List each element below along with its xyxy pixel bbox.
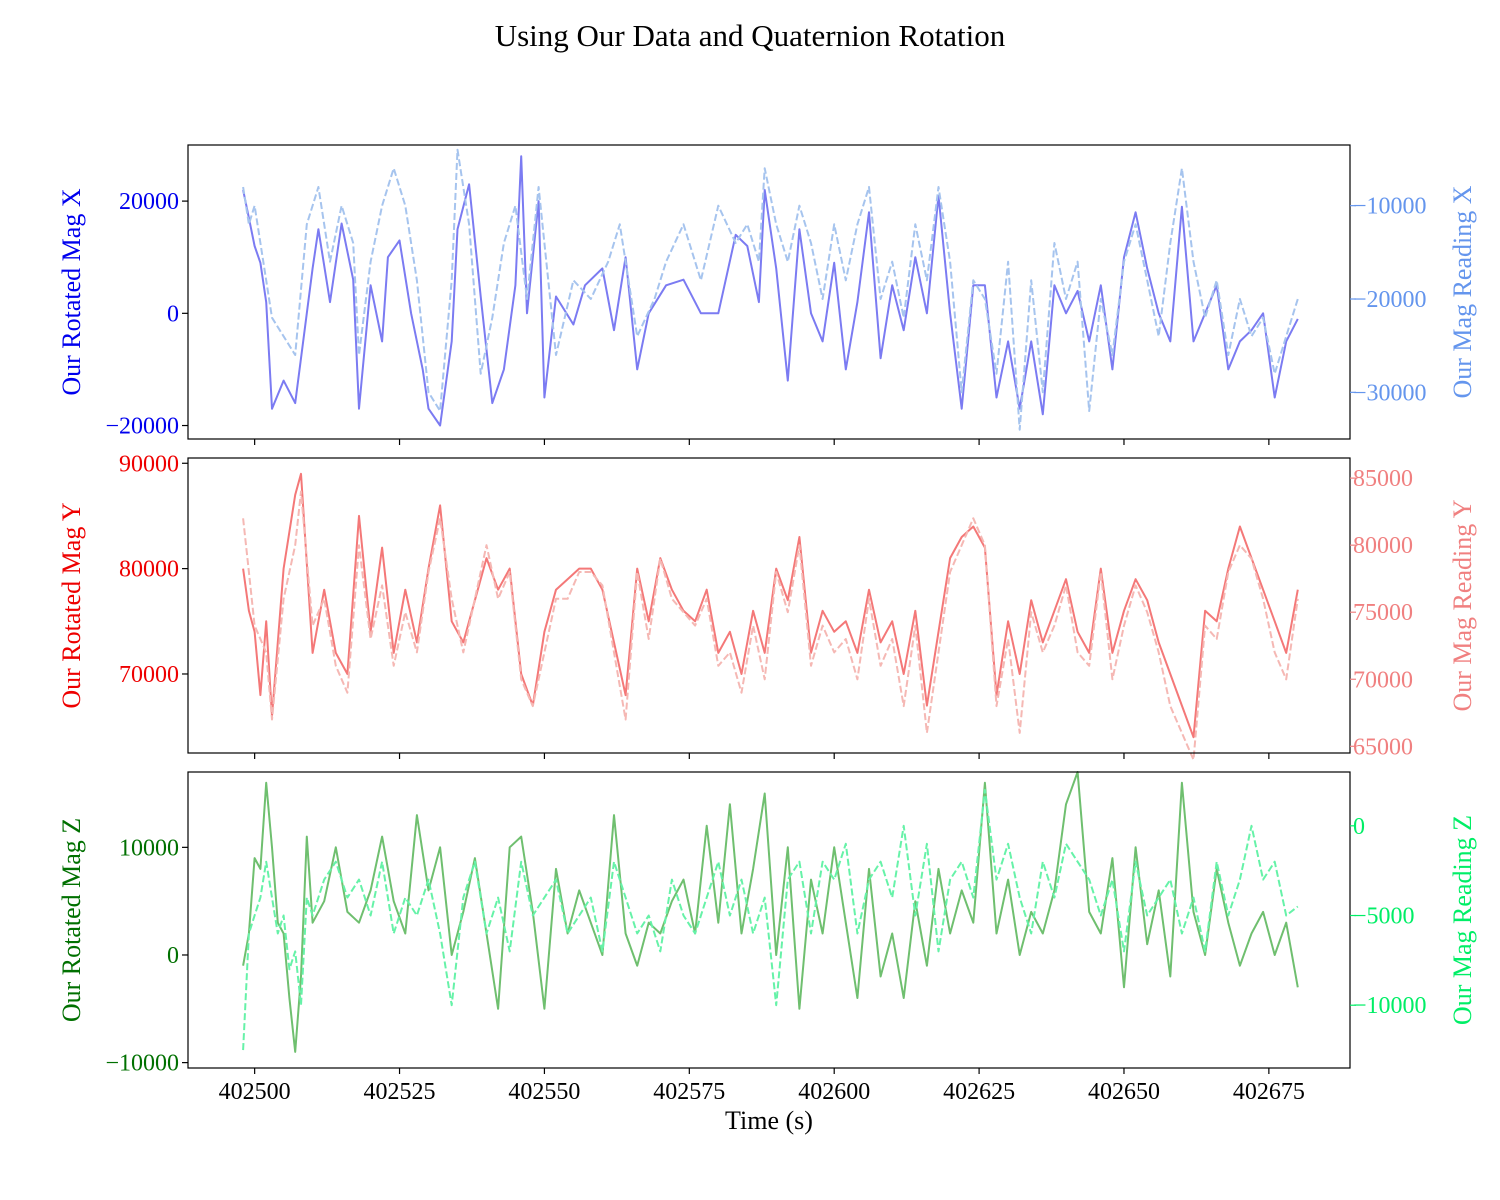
panel-z-left-tick-label: 10000 bbox=[119, 835, 179, 861]
x-axis-label: Time (s) bbox=[725, 1106, 813, 1135]
panel-x-left-tick-label: −20000 bbox=[105, 414, 179, 440]
panel-x-right-axis-label: Our Mag Reading X bbox=[1448, 185, 1477, 398]
panel-y-right-tick-label: 85000 bbox=[1353, 466, 1413, 492]
x-tick-label: 402550 bbox=[508, 1079, 580, 1105]
panel-y-frame bbox=[187, 457, 1351, 754]
panel-y-right-tick-label: 80000 bbox=[1353, 533, 1413, 559]
panel-x-left-tick-label: 0 bbox=[167, 301, 179, 327]
panel-z-left-tick-label: −10000 bbox=[105, 1051, 179, 1077]
panel-z-series-left-line bbox=[242, 771, 1299, 1053]
x-tick-label: 402525 bbox=[364, 1079, 436, 1105]
panel-y-left-axis-label: Our Rotated Mag Y bbox=[57, 502, 86, 708]
panel-y-left-tick-label: 70000 bbox=[119, 662, 179, 688]
panel-z-right-axis-label: Our Mag Reading Z bbox=[1448, 815, 1477, 1025]
panel-x-series-right-line bbox=[242, 148, 1299, 431]
panel-y-series-right-line bbox=[242, 490, 1299, 761]
x-tick-label: 402675 bbox=[1233, 1079, 1305, 1105]
panel-z-right-tick-label: 0 bbox=[1353, 814, 1365, 840]
panel-y-right-axis-label: Our Mag Reading Y bbox=[1448, 499, 1477, 711]
panel-x-right-tick-label: −10000 bbox=[1353, 194, 1427, 220]
panel-z-frame bbox=[187, 771, 1351, 1069]
panel-x-left-axis-label: Our Rotated Mag X bbox=[57, 188, 86, 395]
x-tick-label: 402600 bbox=[798, 1079, 870, 1105]
panel-z-right-tick-label: −10000 bbox=[1353, 993, 1427, 1019]
panel-y-right-tick-label: 65000 bbox=[1353, 734, 1413, 760]
figure-title: Using Our Data and Quaternion Rotation bbox=[495, 18, 1006, 53]
panel-x-right-tick-label: −30000 bbox=[1353, 380, 1427, 406]
panel-x: −20000 0 20000 Our Rotated Mag X −30000 −2000… bbox=[57, 144, 1477, 445]
x-tick-label: 402575 bbox=[653, 1079, 725, 1105]
panel-x-right-tick-label: −20000 bbox=[1353, 287, 1427, 313]
panel-z-series-right-line bbox=[242, 788, 1299, 1051]
x-tick-label: 402500 bbox=[219, 1079, 291, 1105]
panel-x-left-tick-label: 20000 bbox=[119, 189, 179, 215]
x-tick-label: 402625 bbox=[943, 1079, 1015, 1105]
panel-x-series-left-line bbox=[242, 155, 1299, 427]
panel-y: 70000 80000 90000 Our Rotated Mag Y 65000 700… bbox=[57, 451, 1477, 761]
x-tick-label: 402650 bbox=[1088, 1079, 1160, 1105]
panel-y-series-left-line bbox=[242, 472, 1299, 739]
panel-z-left-axis-label: Our Rotated Mag Z bbox=[57, 818, 86, 1022]
panel-z: −10000 0 10000 Our Rotated Mag Z −10000 −5000… bbox=[57, 771, 1477, 1105]
panel-x-frame bbox=[187, 144, 1351, 440]
panel-z-left-tick-label: 0 bbox=[167, 943, 179, 969]
panel-y-left-tick-label: 80000 bbox=[119, 557, 179, 583]
panel-z-right-tick-label: −5000 bbox=[1353, 904, 1415, 930]
panel-y-right-tick-label: 75000 bbox=[1353, 600, 1413, 626]
panel-y-left-tick-label: 90000 bbox=[119, 451, 179, 477]
panel-y-right-tick-label: 70000 bbox=[1353, 667, 1413, 693]
